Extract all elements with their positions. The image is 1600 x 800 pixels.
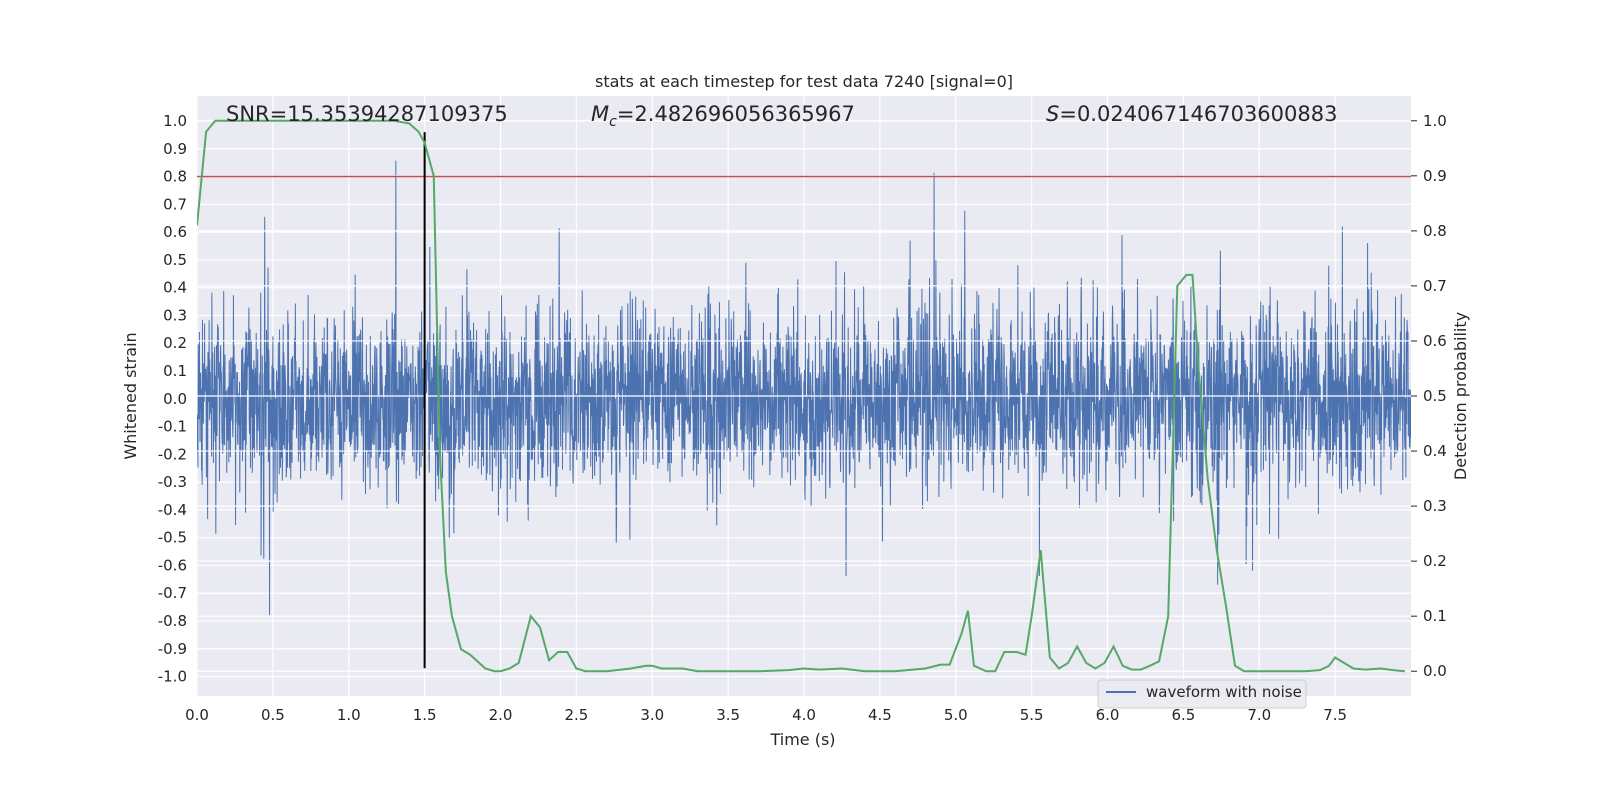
x-tick-label: 5.0 (944, 706, 968, 724)
left-y-tick-label: 0.7 (163, 195, 187, 213)
left-y-tick-label: -0.4 (158, 501, 187, 519)
right-y-tick-label: 0.8 (1423, 222, 1447, 240)
x-tick-label: 6.5 (1171, 706, 1195, 724)
x-tick-label: 2.5 (564, 706, 588, 724)
x-tick-label: 1.5 (413, 706, 437, 724)
left-y-tick-label: 0.5 (163, 251, 187, 269)
x-tick-label: 3.5 (716, 706, 740, 724)
right-y-tick-label: 0.1 (1423, 607, 1447, 625)
snr-annotation: SNR=15.35394287109375 (226, 102, 508, 126)
x-tick-label: 1.0 (337, 706, 361, 724)
chirp-mass-annotation: Mc=2.482696056365967 (591, 102, 855, 130)
left-y-tick-label: -0.6 (158, 556, 187, 574)
left-y-tick-label: -0.9 (158, 640, 187, 658)
x-tick-label: 2.0 (489, 706, 513, 724)
left-y-tick-label: 0.0 (163, 390, 187, 408)
x-axis-ticks: 0.0 0.5 1.0 1.5 2.0 2.5 3.0 3.5 4.0 4.5 5.0 5.5 6.0 6… (185, 706, 1347, 724)
left-y-tick-label: 0.4 (163, 279, 187, 297)
s-statistic-annotation: S=0.024067146703600883 (1046, 102, 1337, 126)
legend-entry-waveform: waveform with noise (1146, 683, 1302, 701)
chirp-mass-subscript: c (609, 114, 617, 130)
right-y-axis-ticks: 0.0 0.1 0.2 0.3 0.4 0.5 0.6 0.7 0.8 0.9 1.0 (1411, 112, 1447, 680)
left-y-axis-ticks: -1.0 -0.9 -0.8 -0.7 -0.6 -0.5 -0.4 -0.3 -0.2 -0.1… (158, 112, 187, 686)
x-tick-label: 4.5 (868, 706, 892, 724)
right-y-tick-label: 0.2 (1423, 552, 1447, 570)
x-axis-label: Time (s) (769, 730, 835, 749)
x-tick-label: 6.0 (1096, 706, 1120, 724)
left-y-tick-label: 0.3 (163, 306, 187, 324)
left-y-tick-label: -0.8 (158, 612, 187, 630)
right-y-tick-label: 0.0 (1423, 662, 1447, 680)
right-y-tick-label: 0.4 (1423, 442, 1447, 460)
legend: waveform with noise (1097, 679, 1307, 709)
right-y-tick-label: 0.5 (1423, 387, 1447, 405)
chirp-mass-value: =2.482696056365967 (617, 102, 855, 126)
right-y-tick-label: 0.7 (1423, 277, 1447, 295)
chirp-mass-symbol: M (591, 102, 609, 126)
left-y-axis-label: Whitened strain (121, 332, 140, 459)
left-y-tick-label: -0.1 (158, 418, 187, 436)
x-tick-label: 7.5 (1323, 706, 1347, 724)
chart-title: stats at each timestep for test data 724… (595, 72, 1013, 91)
left-y-tick-label: 1.0 (163, 112, 187, 130)
x-tick-label: 4.0 (792, 706, 816, 724)
x-tick-label: 5.5 (1020, 706, 1044, 724)
left-y-tick-label: 0.6 (163, 223, 187, 241)
left-y-tick-label: -0.7 (158, 584, 187, 602)
left-y-tick-label: -0.3 (158, 473, 187, 491)
left-y-tick-label: -0.2 (158, 445, 187, 463)
left-y-tick-label: 0.2 (163, 334, 187, 352)
left-y-tick-label: -1.0 (158, 668, 187, 686)
s-statistic-value: =0.024067146703600883 (1059, 102, 1337, 126)
s-statistic-symbol: S (1046, 102, 1059, 126)
right-y-tick-label: 1.0 (1423, 112, 1447, 130)
left-y-tick-label: 0.8 (163, 168, 187, 186)
x-tick-label: 0.5 (261, 706, 285, 724)
x-tick-label: 7.0 (1247, 706, 1271, 724)
right-y-axis-label: Detection probability (1451, 312, 1470, 480)
x-tick-label: 0.0 (185, 706, 209, 724)
waveform-series-line (197, 160, 1411, 616)
right-y-tick-label: 0.6 (1423, 332, 1447, 350)
right-y-tick-label: 0.9 (1423, 167, 1447, 185)
left-y-tick-label: 0.1 (163, 362, 187, 380)
x-tick-label: 3.0 (640, 706, 664, 724)
left-y-tick-label: -0.5 (158, 529, 187, 547)
left-y-tick-label: 0.9 (163, 140, 187, 158)
detection-probability-series-line (197, 119, 1406, 673)
legend-box (1097, 679, 1307, 709)
right-y-tick-label: 0.3 (1423, 497, 1447, 515)
